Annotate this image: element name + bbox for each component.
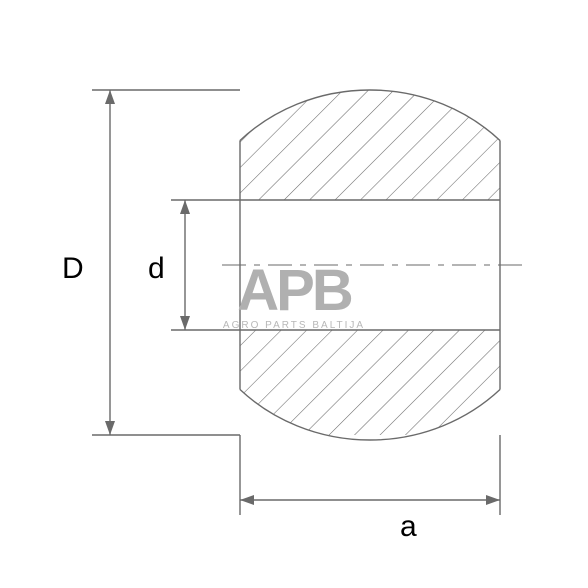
label-d: d	[148, 252, 165, 286]
diagram-stage: { "canvas": { "width": 588, "height": 58…	[0, 0, 588, 588]
label-D: D	[62, 252, 84, 286]
label-a: a	[400, 510, 417, 544]
drawing-svg	[0, 0, 588, 588]
